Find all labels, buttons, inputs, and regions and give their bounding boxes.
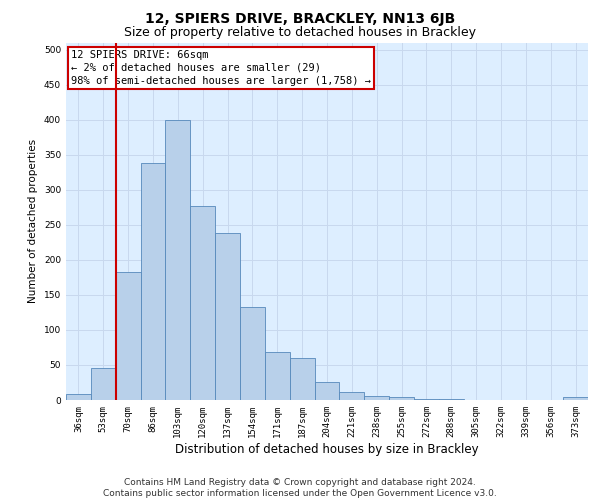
X-axis label: Distribution of detached houses by size in Brackley: Distribution of detached houses by size … (175, 442, 479, 456)
Text: 12, SPIERS DRIVE, BRACKLEY, NN13 6JB: 12, SPIERS DRIVE, BRACKLEY, NN13 6JB (145, 12, 455, 26)
Bar (265, 352, 290, 400)
Text: Size of property relative to detached houses in Brackley: Size of property relative to detached ho… (124, 26, 476, 39)
Bar (116, 272, 140, 400)
Bar (215, 233, 240, 400)
Text: Contains HM Land Registry data © Crown copyright and database right 2024.
Contai: Contains HM Land Registry data © Crown c… (103, 478, 497, 498)
Bar (140, 163, 166, 400)
Text: 12 SPIERS DRIVE: 66sqm
← 2% of detached houses are smaller (29)
98% of semi-deta: 12 SPIERS DRIVE: 66sqm ← 2% of detached … (71, 50, 371, 86)
Bar (290, 358, 314, 400)
Bar (66, 394, 91, 400)
Bar (166, 120, 190, 400)
Bar (91, 368, 116, 400)
Bar (364, 396, 389, 400)
Bar (314, 382, 340, 400)
Bar (240, 307, 265, 400)
Y-axis label: Number of detached properties: Number of detached properties (28, 139, 38, 304)
Bar (414, 398, 439, 400)
Bar (190, 206, 215, 400)
Bar (563, 397, 588, 400)
Bar (389, 397, 414, 400)
Bar (340, 392, 364, 400)
